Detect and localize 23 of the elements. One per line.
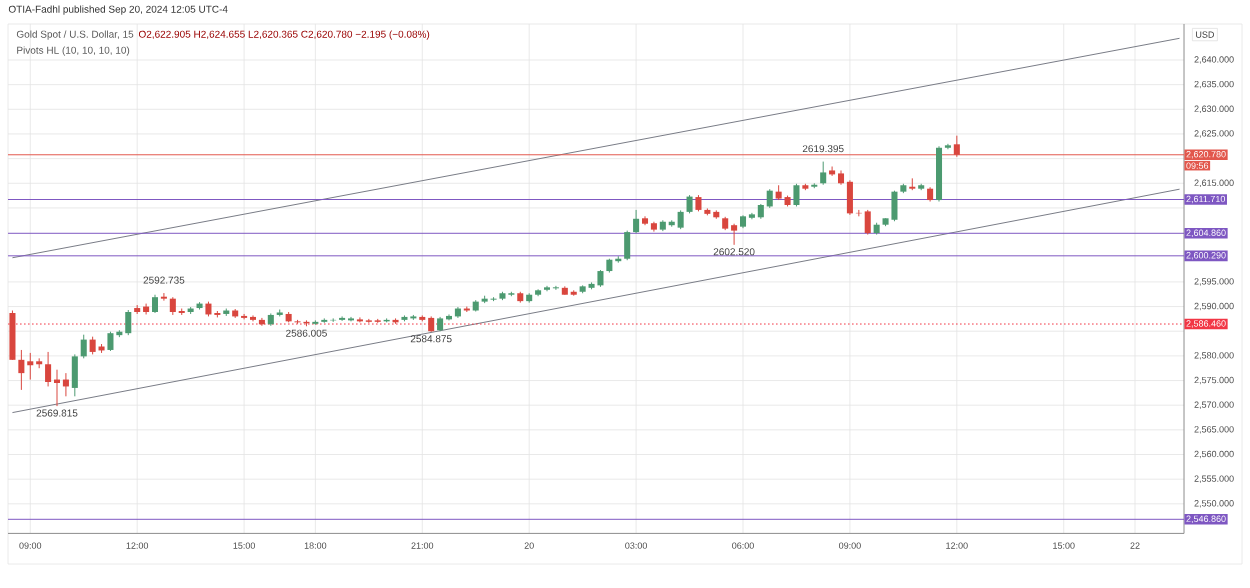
candlestick <box>820 161 827 186</box>
candlestick <box>71 353 78 397</box>
candlestick <box>891 190 898 222</box>
candlestick <box>793 183 800 207</box>
candlestick <box>18 349 25 391</box>
candlestick <box>686 194 693 214</box>
candlestick <box>766 188 773 209</box>
candlestick <box>45 351 52 387</box>
candlestick <box>864 209 871 236</box>
candlestick <box>347 316 355 322</box>
candlestick <box>107 331 114 352</box>
candlestick <box>80 334 87 359</box>
candlestick <box>151 294 159 314</box>
candlestick <box>249 314 257 322</box>
candlestick <box>633 209 640 234</box>
candlestick <box>846 179 853 216</box>
candlestick <box>624 230 631 261</box>
candlestick <box>339 315 346 322</box>
candlestick <box>677 209 684 230</box>
candlestick <box>552 285 559 291</box>
candlestick <box>241 313 248 320</box>
candlestick <box>953 135 960 158</box>
candlestick <box>9 310 16 361</box>
